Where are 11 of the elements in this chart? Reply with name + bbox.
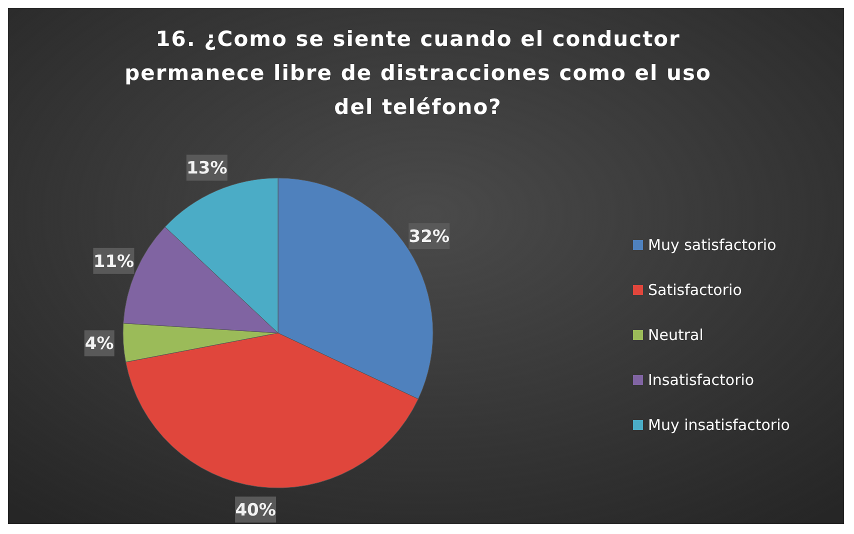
data-label: 40% (235, 500, 276, 521)
legend-label: Insatisfactorio (648, 371, 754, 389)
legend-label: Neutral (648, 326, 704, 344)
legend-label: Muy satisfactorio (648, 236, 776, 254)
data-label: 32% (408, 227, 450, 248)
data-label: 13% (186, 158, 228, 179)
data-label: 11% (93, 252, 134, 272)
data-label: 4% (84, 334, 114, 354)
legend-label: Satisfactorio (648, 281, 742, 299)
chart-title: 16. ¿Como se siente cuando el conductor permanece libre de distracciones como el uso del teléfono? (124, 27, 712, 119)
legend-label: Muy insatisfactorio (648, 416, 790, 434)
